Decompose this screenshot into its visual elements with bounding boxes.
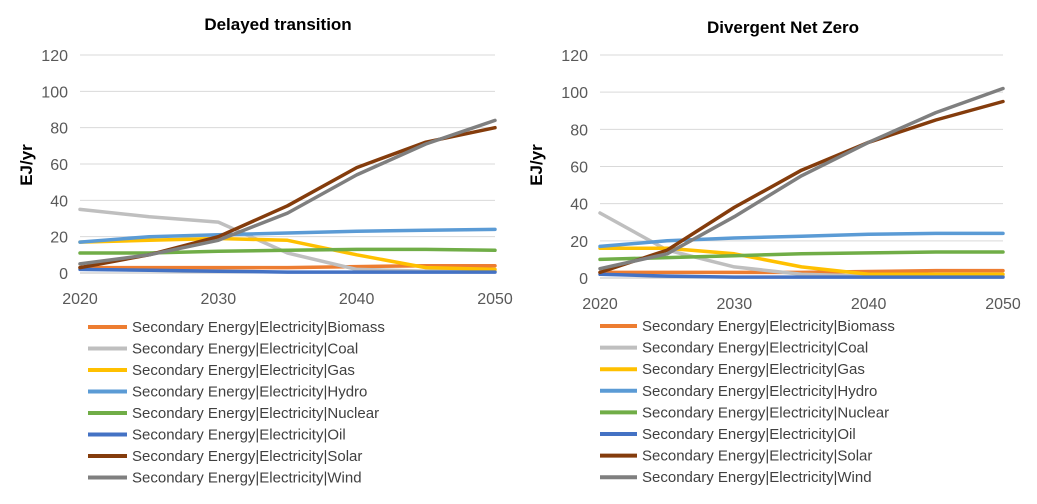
x-tick-label: 2030 xyxy=(717,296,753,313)
legend-label: Secondary Energy|Electricity|Coal xyxy=(132,341,358,358)
y-tick-label: 60 xyxy=(50,157,68,174)
x-tick-label: 2040 xyxy=(339,291,375,308)
x-tick-label: 2030 xyxy=(201,291,237,308)
legend-label: Secondary Energy|Electricity|Wind xyxy=(642,469,872,486)
series-line-1 xyxy=(78,263,497,270)
y-axis-label: EJ/yr xyxy=(527,144,546,186)
chart-title: Divergent Net Zero xyxy=(707,18,859,37)
legend-label: Secondary Energy|Electricity|Solar xyxy=(642,448,872,465)
y-tick-label: 100 xyxy=(41,84,68,101)
legend-label: Secondary Energy|Electricity|Solar xyxy=(132,448,362,465)
y-tick-label: 40 xyxy=(570,197,588,214)
series-line-8 xyxy=(598,86,1005,271)
y-tick-label: 40 xyxy=(50,193,68,210)
x-tick-label: 2020 xyxy=(62,291,98,308)
legend-label: Secondary Energy|Electricity|Oil xyxy=(132,427,346,444)
legend-label: Secondary Energy|Electricity|Gas xyxy=(642,361,865,378)
series-line-4 xyxy=(78,227,497,244)
series-line-7 xyxy=(598,99,1005,275)
y-tick-label: 20 xyxy=(570,234,588,251)
legend-label: Secondary Energy|Electricity|Wind xyxy=(132,470,362,487)
series-line-7 xyxy=(78,125,497,270)
series-line-6 xyxy=(78,267,497,274)
x-tick-label: 2020 xyxy=(582,296,618,313)
chart-title: Delayed transition xyxy=(204,15,351,34)
y-tick-label: 20 xyxy=(50,230,68,247)
y-tick-label: 80 xyxy=(50,121,68,138)
legend-label: Secondary Energy|Electricity|Biomass xyxy=(642,318,895,335)
series-line-4 xyxy=(598,231,1005,249)
legend-label: Secondary Energy|Electricity|Hydro xyxy=(132,384,367,401)
series-line-5 xyxy=(598,250,1005,262)
y-tick-label: 120 xyxy=(41,48,68,65)
series-line-1 xyxy=(598,268,1005,275)
legend-label: Secondary Energy|Electricity|Hydro xyxy=(642,383,877,400)
y-tick-label: 80 xyxy=(570,122,588,139)
x-tick-label: 2050 xyxy=(985,296,1021,313)
y-tick-label: 120 xyxy=(561,48,588,65)
y-tick-label: 0 xyxy=(59,266,68,283)
legend-label: Secondary Energy|Electricity|Gas xyxy=(132,362,355,379)
legend-label: Secondary Energy|Electricity|Oil xyxy=(642,426,856,443)
y-axis-label: EJ/yr xyxy=(17,144,36,186)
x-tick-label: 2050 xyxy=(477,291,513,308)
legend-label: Secondary Energy|Electricity|Biomass xyxy=(132,319,385,336)
y-tick-label: 100 xyxy=(561,85,588,102)
legend-label: Secondary Energy|Electricity|Coal xyxy=(642,340,868,357)
x-tick-label: 2040 xyxy=(851,296,887,313)
legend-label: Secondary Energy|Electricity|Nuclear xyxy=(642,404,889,421)
series-line-8 xyxy=(78,118,497,266)
legend-label: Secondary Energy|Electricity|Nuclear xyxy=(132,405,379,422)
series-line-3 xyxy=(78,236,497,272)
y-tick-label: 0 xyxy=(579,271,588,288)
y-tick-label: 60 xyxy=(570,160,588,177)
series-line-6 xyxy=(598,272,1005,279)
